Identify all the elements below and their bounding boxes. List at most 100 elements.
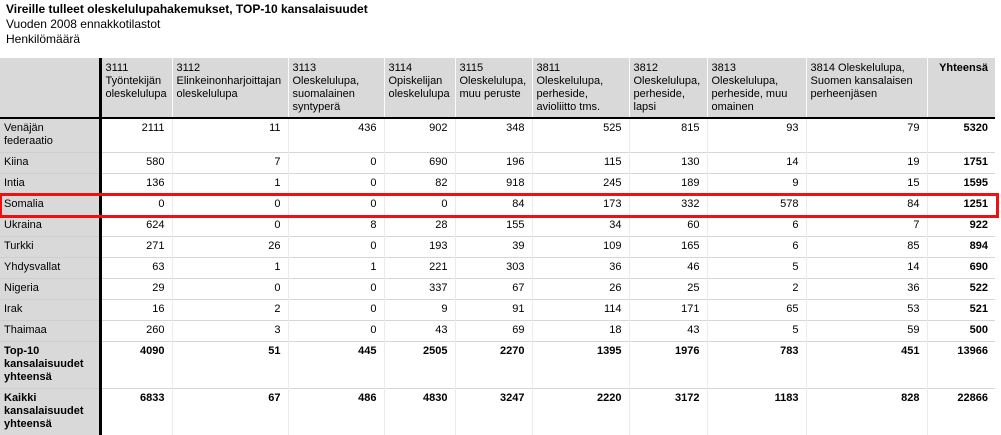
value-cell: 14 [806, 258, 927, 279]
corner-cell [0, 58, 100, 118]
value-cell: 63 [100, 258, 172, 279]
total-value-cell: 922 [927, 216, 995, 237]
value-cell: 26 [172, 237, 288, 258]
value-cell: 0 [100, 195, 172, 216]
value-cell: 109 [532, 237, 629, 258]
value-cell: 11 [172, 118, 288, 153]
value-cell: 130 [629, 153, 707, 174]
value-cell: 85 [806, 237, 927, 258]
value-cell: 828 [806, 389, 927, 435]
value-cell: 303 [455, 258, 532, 279]
value-cell: 5 [707, 321, 806, 342]
value-cell: 5 [707, 258, 806, 279]
value-cell: 9 [707, 174, 806, 195]
value-cell: 36 [806, 279, 927, 300]
value-cell: 7 [172, 153, 288, 174]
value-cell: 65 [707, 300, 806, 321]
value-cell: 67 [172, 389, 288, 435]
column-code: 3114 [389, 62, 452, 75]
column-header-total: Yhteensä [927, 58, 995, 118]
value-cell: 0 [172, 279, 288, 300]
total-value-cell: 500 [927, 321, 995, 342]
value-cell: 18 [532, 321, 629, 342]
value-cell: 3 [172, 321, 288, 342]
total-value-cell: 894 [927, 237, 995, 258]
total-value-cell: 1751 [927, 153, 995, 174]
total-value-cell: 5320 [927, 118, 995, 153]
value-cell: 136 [100, 174, 172, 195]
value-cell: 348 [455, 118, 532, 153]
value-cell: 0 [288, 195, 384, 216]
column-code: 3112 [177, 62, 285, 75]
value-cell: 578 [707, 195, 806, 216]
value-cell: 6 [707, 237, 806, 258]
value-cell: 0 [288, 153, 384, 174]
value-cell: 165 [629, 237, 707, 258]
value-cell: 25 [629, 279, 707, 300]
value-cell: 79 [806, 118, 927, 153]
value-cell: 0 [288, 237, 384, 258]
value-cell: 59 [806, 321, 927, 342]
value-cell: 4830 [384, 389, 455, 435]
value-cell: 6833 [100, 389, 172, 435]
row-label: Intia [0, 174, 100, 195]
value-cell: 245 [532, 174, 629, 195]
value-cell: 8 [288, 216, 384, 237]
row-label: Irak [0, 300, 100, 321]
value-cell: 486 [288, 389, 384, 435]
value-cell: 783 [707, 342, 806, 389]
value-cell: 1183 [707, 389, 806, 435]
value-cell: 337 [384, 279, 455, 300]
value-cell: 26 [532, 279, 629, 300]
value-cell: 2111 [100, 118, 172, 153]
total-value-cell: 22866 [927, 389, 995, 435]
value-cell: 0 [288, 300, 384, 321]
value-cell: 93 [707, 118, 806, 153]
value-cell: 171 [629, 300, 707, 321]
value-cell: 624 [100, 216, 172, 237]
value-cell: 115 [532, 153, 629, 174]
row-label: Kaikki kansalaisuudet yhteensä [0, 389, 100, 435]
value-cell: 69 [455, 321, 532, 342]
value-cell: 332 [629, 195, 707, 216]
value-cell: 84 [455, 195, 532, 216]
value-cell: 51 [172, 342, 288, 389]
column-header-3814: 3814 Oleskelulupa, Suomen kansalaisen pe… [806, 58, 927, 118]
total-value-cell: 1595 [927, 174, 995, 195]
value-cell: 1395 [532, 342, 629, 389]
row-label: Turkki [0, 237, 100, 258]
column-code: 3111 [106, 62, 169, 75]
page-title: Vireille tulleet oleskelulupahakemukset,… [6, 2, 1001, 17]
value-cell: 1976 [629, 342, 707, 389]
value-cell: 1 [288, 258, 384, 279]
value-cell: 196 [455, 153, 532, 174]
value-cell: 34 [532, 216, 629, 237]
value-cell: 53 [806, 300, 927, 321]
value-cell: 16 [100, 300, 172, 321]
value-cell: 815 [629, 118, 707, 153]
value-cell: 451 [806, 342, 927, 389]
value-cell: 3172 [629, 389, 707, 435]
value-cell: 39 [455, 237, 532, 258]
value-cell: 260 [100, 321, 172, 342]
total-value-cell: 1251 [927, 195, 995, 216]
page-subtitle-year: Vuoden 2008 ennakkotilastot [6, 17, 1001, 32]
value-cell: 155 [455, 216, 532, 237]
value-cell: 0 [172, 195, 288, 216]
total-value-cell: 13966 [927, 342, 995, 389]
value-cell: 0 [288, 174, 384, 195]
